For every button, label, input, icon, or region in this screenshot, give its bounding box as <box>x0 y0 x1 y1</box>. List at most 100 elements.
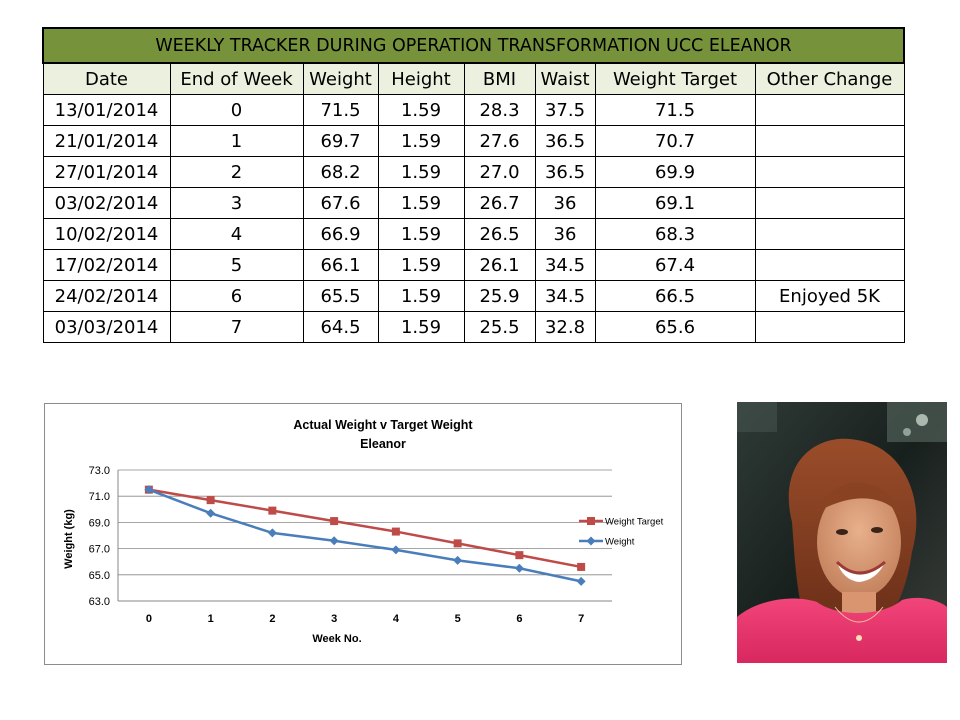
x-tick-label: 1 <box>208 613 214 625</box>
table-cell: 1.59 <box>377 311 465 343</box>
column-header: End of Week <box>169 62 304 95</box>
y-tick-label: 67.0 <box>89 544 110 556</box>
table-cell: 71.5 <box>302 94 379 126</box>
data-point-diamond <box>391 545 401 555</box>
data-point-diamond <box>453 555 463 565</box>
table-cell: 5 <box>169 249 304 281</box>
table-cell: 69.7 <box>302 125 379 157</box>
table-row: 24/02/2014 6 65.5 1.59 25.9 34.5 66.5 Enjoyed 5… <box>42 280 905 312</box>
table-cell: 27.0 <box>463 156 536 188</box>
table-cell: 64.5 <box>302 311 379 343</box>
table-cell: 25.9 <box>463 280 536 312</box>
table-cell: 32.8 <box>534 311 596 343</box>
table-cell: 65.5 <box>302 280 379 312</box>
weight-line-chart: Actual Weight v Target Weight Eleanor We… <box>63 418 664 645</box>
table-cell: 66.9 <box>302 218 379 250</box>
column-header: Date <box>42 62 171 95</box>
portrait-photo <box>737 402 947 663</box>
table-row: 10/02/2014 4 66.9 1.59 26.5 36 68.3 <box>42 218 905 250</box>
column-header: BMI <box>463 62 536 95</box>
table-cell: 6 <box>169 280 304 312</box>
legend-label: Weight <box>605 537 635 548</box>
column-header: Other Change <box>754 62 905 95</box>
table-row: 03/03/2014 7 64.5 1.59 25.5 32.8 65.6 <box>42 311 905 343</box>
table-cell: 10/02/2014 <box>42 218 171 250</box>
table-cell: 1.59 <box>377 156 465 188</box>
data-point-square <box>577 562 586 571</box>
table-cell: 17/02/2014 <box>42 249 171 281</box>
data-point-diamond <box>329 536 339 546</box>
data-point-diamond <box>206 508 216 518</box>
table-cell: 65.6 <box>594 311 756 343</box>
column-header: Height <box>377 62 465 95</box>
table-cell <box>754 218 905 250</box>
data-point-square <box>515 551 524 560</box>
table-title: WEEKLY TRACKER DURING OPERATION TRANSFOR… <box>42 27 905 64</box>
table-cell: 03/03/2014 <box>42 311 171 343</box>
y-tick-label: 63.0 <box>89 596 110 608</box>
table-cell: 67.4 <box>594 249 756 281</box>
table-row: 03/02/2014 3 67.6 1.59 26.7 36 69.1 <box>42 187 905 219</box>
table-cell: 36.5 <box>534 156 596 188</box>
series-line <box>148 488 582 583</box>
data-point-diamond <box>514 563 524 573</box>
table-cell <box>754 311 905 343</box>
table-cell: 67.6 <box>302 187 379 219</box>
table-cell: 0 <box>169 94 304 126</box>
table-cell: 1.59 <box>377 125 465 157</box>
y-axis-label: Weight (kg) <box>63 509 75 569</box>
x-tick-label: 2 <box>269 613 275 625</box>
table-cell <box>754 156 905 188</box>
table-row: 13/01/2014 0 71.5 1.59 28.3 37.5 71.5 <box>42 94 905 126</box>
table-cell: 03/02/2014 <box>42 187 171 219</box>
x-tick-label: 6 <box>516 613 522 625</box>
x-tick-label: 4 <box>393 613 400 625</box>
table-cell: 1.59 <box>377 280 465 312</box>
data-point-square <box>206 496 215 505</box>
y-tick-label: 73.0 <box>89 465 110 477</box>
y-tick-label: 69.0 <box>89 517 110 529</box>
data-point-square <box>453 539 462 548</box>
table-cell: 68.3 <box>594 218 756 250</box>
legend-marker <box>587 517 595 525</box>
table-cell: 26.1 <box>463 249 536 281</box>
table-cell <box>754 187 905 219</box>
table-cell: 27/01/2014 <box>42 156 171 188</box>
data-point-diamond <box>267 528 277 538</box>
table-cell <box>754 249 905 281</box>
table-cell: 7 <box>169 311 304 343</box>
table-cell: 25.5 <box>463 311 536 343</box>
table-cell: 36 <box>534 187 596 219</box>
data-point-square <box>391 527 400 536</box>
table-cell: 36 <box>534 218 596 250</box>
table-cell: 1.59 <box>377 187 465 219</box>
y-tick-label: 65.0 <box>89 570 110 582</box>
table-cell: 70.7 <box>594 125 756 157</box>
x-tick-label: 3 <box>331 613 337 625</box>
data-point-diamond <box>144 485 154 495</box>
table-row: 17/02/2014 5 66.1 1.59 26.1 34.5 67.4 <box>42 249 905 281</box>
table-cell: 2 <box>169 156 304 188</box>
table-cell: 1 <box>169 125 304 157</box>
table-cell: 1.59 <box>377 249 465 281</box>
table-cell <box>754 125 905 157</box>
chart-subtitle: Eleanor <box>360 437 406 451</box>
table-cell: 24/02/2014 <box>42 280 171 312</box>
table-cell: 21/01/2014 <box>42 125 171 157</box>
series-line <box>148 488 582 569</box>
data-point-square <box>330 517 339 526</box>
weight-chart-panel: Actual Weight v Target Weight Eleanor We… <box>44 403 682 665</box>
column-header: Waist <box>534 62 596 95</box>
x-tick-label: 5 <box>455 613 461 625</box>
table-cell: 34.5 <box>534 280 596 312</box>
table-cell: 34.5 <box>534 249 596 281</box>
table-cell: 1.59 <box>377 218 465 250</box>
x-tick-label: 0 <box>146 613 152 625</box>
column-header: Weight <box>302 62 379 95</box>
legend-marker <box>586 536 596 546</box>
table-cell <box>754 94 905 126</box>
table-cell: 66.5 <box>594 280 756 312</box>
weekly-tracker-table: WEEKLY TRACKER DURING OPERATION TRANSFOR… <box>42 27 905 343</box>
table-row: 27/01/2014 2 68.2 1.59 27.0 36.5 69.9 <box>42 156 905 188</box>
data-point-square <box>268 506 277 515</box>
